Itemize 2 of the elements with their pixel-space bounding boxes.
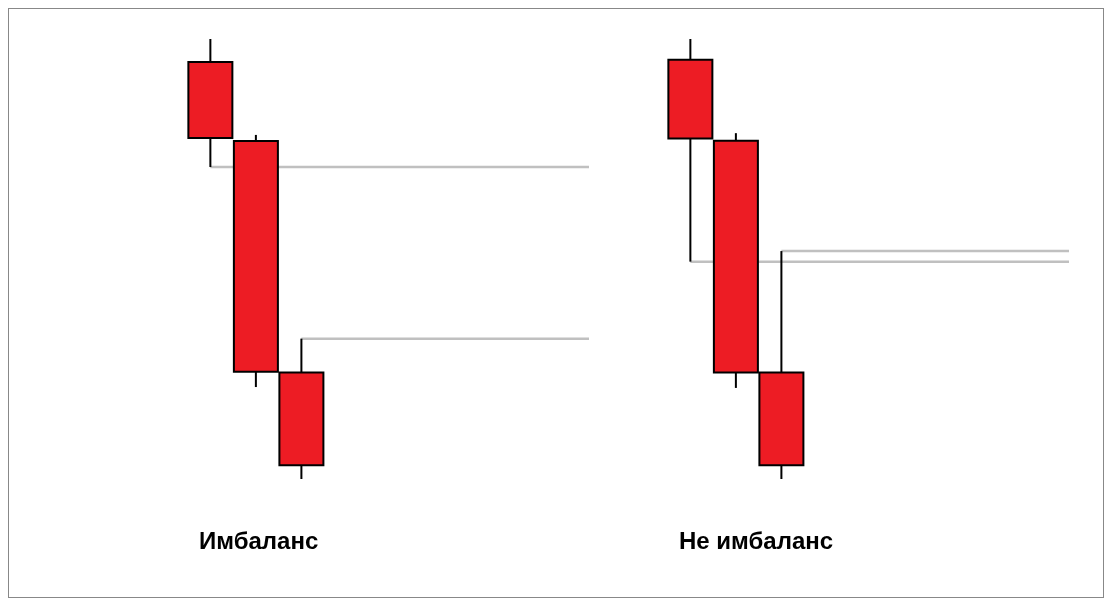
text: Имбаланс: [198, 527, 320, 555]
text: Не имбаланс: [678, 527, 835, 555]
